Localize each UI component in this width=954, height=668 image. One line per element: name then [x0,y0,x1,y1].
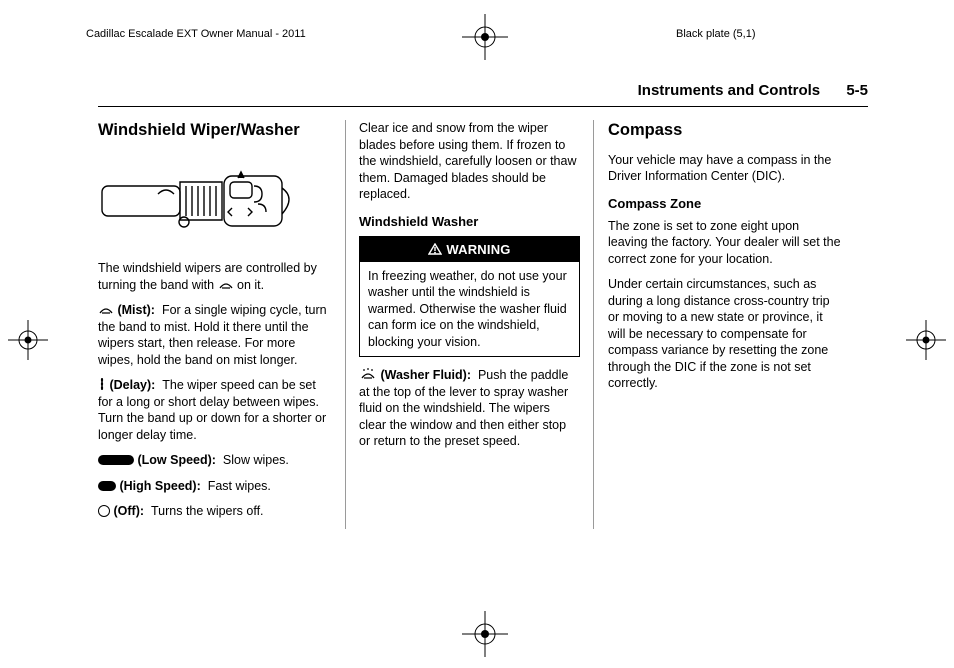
warning-triangle-icon [428,243,442,255]
page-number: 5-5 [846,82,868,99]
running-header: Instruments and Controls 5-5 [638,82,868,99]
compass-zone-p1: The zone is set to zone eight upon leavi… [608,218,842,268]
compass-zone-p2: Under certain circumstances, such as dur… [608,276,842,392]
warning-box: WARNING In freezing weather, do not use … [359,236,580,358]
wiper-icon [218,279,234,291]
off-item: (Off): Turns the wipers off. [98,503,332,520]
header-rule [98,106,868,107]
chapter-title: Instruments and Controls [638,82,821,99]
mist-item: (Mist): For a single wiping cycle, turn … [98,302,332,368]
intro-text: The windshield wipers are controlled by … [98,260,332,293]
lowspeed-item: (Low Speed): Slow wipes. [98,452,332,469]
column-1: Windshield Wiper/Washer The windshiel [98,120,346,529]
delay-item: (Delay): The wiper speed can be set for … [98,377,332,443]
delay-icon [98,377,106,391]
off-icon [98,505,110,517]
washer-fluid-icon [359,367,377,381]
highspeed-icon [98,481,116,491]
washer-fluid-item: (Washer Fluid): Push the paddle at the t… [359,367,580,450]
wiper-lever-illustration [98,158,313,244]
crop-mark-left [8,320,48,365]
crop-mark-bottom [462,611,508,662]
manual-title: Cadillac Escalade EXT Owner Manual - 201… [86,28,306,40]
compass-zone-heading: Compass Zone [608,195,842,212]
clear-ice-text: Clear ice and snow from the wiper blades… [359,120,580,203]
section-heading-washer: Windshield Washer [359,213,580,230]
section-heading-wiper: Windshield Wiper/Washer [98,120,332,142]
column-2: Clear ice and snow from the wiper blades… [346,120,594,529]
compass-intro: Your vehicle may have a compass in the D… [608,152,842,185]
crop-mark-right [906,320,946,365]
highspeed-item: (High Speed): Fast wipes. [98,478,332,495]
plate-ref: Black plate (5,1) [676,28,755,40]
lowspeed-icon [98,455,134,465]
section-heading-compass: Compass [608,120,842,142]
warning-header: WARNING [360,237,579,262]
warning-body: In freezing weather, do not use your was… [360,262,579,357]
page-columns: Windshield Wiper/Washer The windshiel [98,120,870,529]
crop-mark-top [462,14,508,65]
mist-icon [98,304,114,316]
column-3: Compass Your vehicle may have a compass … [594,120,842,529]
